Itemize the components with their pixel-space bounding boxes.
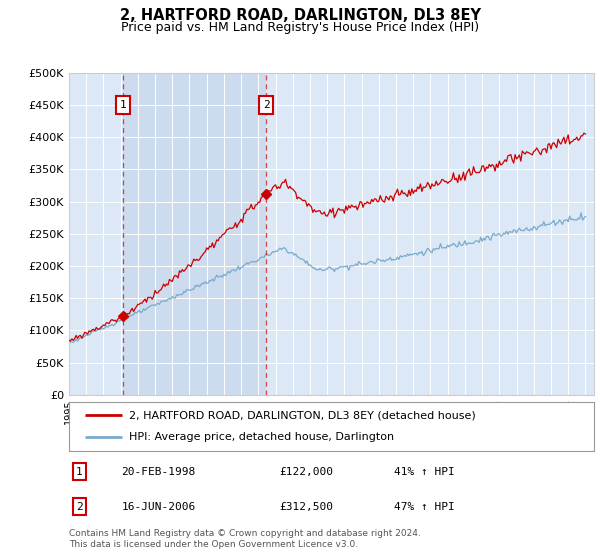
Text: £122,000: £122,000 [279, 467, 333, 477]
Text: 16-JUN-2006: 16-JUN-2006 [121, 502, 196, 511]
Text: This data is licensed under the Open Government Licence v3.0.: This data is licensed under the Open Gov… [69, 540, 358, 549]
Text: 2, HARTFORD ROAD, DARLINGTON, DL3 8EY (detached house): 2, HARTFORD ROAD, DARLINGTON, DL3 8EY (d… [130, 410, 476, 421]
Text: £312,500: £312,500 [279, 502, 333, 511]
Text: 20-FEB-1998: 20-FEB-1998 [121, 467, 196, 477]
Text: 47% ↑ HPI: 47% ↑ HPI [395, 502, 455, 511]
Text: HPI: Average price, detached house, Darlington: HPI: Average price, detached house, Darl… [130, 432, 395, 442]
Text: 1: 1 [76, 467, 83, 477]
Text: Contains HM Land Registry data © Crown copyright and database right 2024.: Contains HM Land Registry data © Crown c… [69, 529, 421, 538]
Text: Price paid vs. HM Land Registry's House Price Index (HPI): Price paid vs. HM Land Registry's House … [121, 21, 479, 34]
Text: 41% ↑ HPI: 41% ↑ HPI [395, 467, 455, 477]
Text: 2, HARTFORD ROAD, DARLINGTON, DL3 8EY: 2, HARTFORD ROAD, DARLINGTON, DL3 8EY [119, 8, 481, 24]
Text: 2: 2 [263, 100, 269, 110]
Bar [123, 73, 266, 395]
Text: 1: 1 [119, 100, 126, 110]
Text: 2: 2 [76, 502, 83, 511]
